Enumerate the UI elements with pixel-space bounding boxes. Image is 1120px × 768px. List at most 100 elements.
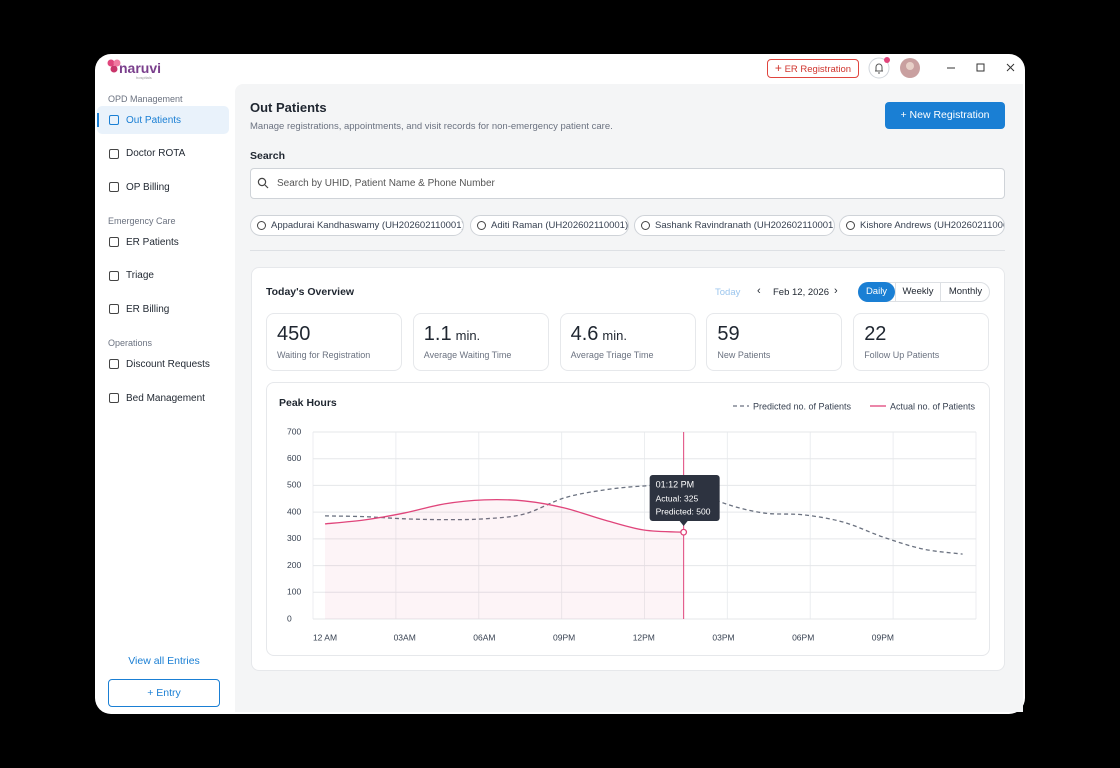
history-icon (641, 221, 650, 230)
y-tick-label: 0 (287, 613, 292, 623)
stat-label: Follow Up Patients (864, 350, 940, 360)
tooltip-actual: Actual: 325 (656, 493, 699, 503)
stat-value: 1.1 min. (424, 323, 480, 346)
history-icon (257, 221, 266, 230)
nav-label: Doctor ROTA (126, 148, 186, 160)
search-input[interactable] (250, 168, 1005, 199)
y-tick-label: 300 (287, 533, 301, 543)
stat-number: 450 (277, 323, 311, 345)
nav-icon (109, 393, 119, 403)
period-tab[interactable]: Weekly (895, 282, 940, 302)
nav-item[interactable]: ER Patients (97, 228, 229, 256)
stat-unit: min. (602, 328, 627, 343)
nav-label: ER Patients (126, 236, 179, 248)
x-tick-label: 03AM (394, 632, 416, 642)
view-all-link[interactable]: View all Entries (128, 655, 200, 667)
window-controls[interactable] (944, 60, 1018, 76)
entry-button[interactable]: + Entry (108, 679, 220, 707)
recent-chip[interactable]: Appadurai Kandhaswamy (UH202602110001) (250, 215, 464, 236)
er-registration-button[interactable]: + ER Registration (767, 59, 859, 78)
stat-value: 4.6 min. (571, 323, 627, 346)
chart-card (266, 382, 990, 656)
stat-card (559, 313, 696, 371)
stat-label: New Patients (717, 350, 771, 360)
stat-label: Waiting for Registration (277, 350, 371, 360)
divider (250, 250, 1005, 251)
series-line (324, 498, 684, 533)
search-icon (257, 177, 269, 189)
period-tab[interactable]: Monthly (940, 282, 990, 302)
stat-value: 59 (717, 323, 739, 346)
stat-number: 4.6 (570, 323, 599, 345)
search-placeholder: Search by UHID, Patient Name & Phone Num… (277, 178, 495, 189)
tooltip-predicted: Predicted: 500 (656, 506, 711, 516)
nav-item[interactable]: Discount Requests (97, 350, 229, 378)
hover-point (680, 528, 688, 536)
history-icon (846, 221, 855, 230)
x-tick-label: 12PM (633, 632, 655, 642)
overview-title: Today's Overview (266, 286, 355, 298)
history-icon (477, 221, 486, 230)
nav-icon (109, 182, 119, 193)
nav-item[interactable]: ER Billing (97, 295, 229, 323)
x-tick-label: 09PM (872, 632, 894, 642)
nav-label: Out Patients (126, 114, 182, 126)
nav-item[interactable]: Bed Management (97, 384, 229, 412)
tooltip-time: 01:12 PM (656, 479, 695, 489)
y-tick-label: 500 (287, 480, 301, 490)
x-tick-label: 09PM (553, 632, 575, 642)
series-line (324, 483, 963, 555)
period-tab[interactable]: Daily (858, 282, 895, 302)
stat-number: 59 (717, 323, 740, 345)
date-label: Feb 12, 2026 (773, 287, 829, 298)
nav-label: OP Billing (126, 181, 170, 193)
y-tick-label: 100 (287, 587, 301, 597)
tooltip-box (649, 475, 720, 521)
nav-item[interactable]: Doctor ROTA (97, 140, 229, 168)
nav-label: Bed Management (126, 392, 205, 404)
section-label: Operations (108, 338, 153, 349)
header-icons[interactable] (866, 56, 926, 82)
nav-icon (109, 115, 119, 125)
nav-icon (109, 270, 119, 281)
er-registration-label: ER Registration (784, 64, 852, 75)
legend-label: Actual no. of Patients (890, 401, 976, 411)
nav-label: Discount Requests (126, 358, 210, 370)
y-tick-label: 600 (287, 453, 301, 463)
stat-card (706, 313, 843, 371)
today-button[interactable]: Today (715, 287, 741, 298)
legend-label: Predicted no. of Patients (753, 401, 852, 411)
stat-unit: min. (455, 328, 481, 343)
chart-title: Peak Hours (279, 397, 337, 409)
y-tick-label: 200 (287, 560, 301, 570)
stat-card (266, 313, 402, 371)
new-registration-button[interactable]: + New Registration (885, 102, 1005, 129)
nav-icon (109, 304, 119, 315)
x-tick-label: 03PM (712, 632, 734, 642)
stat-value: 450 (277, 323, 310, 346)
stat-number: 1.1 (423, 323, 452, 345)
y-tick-label: 700 (287, 426, 301, 436)
stat-value: 22 (864, 323, 886, 346)
page-subtitle: Manage registrations, appointments, and … (250, 121, 613, 132)
recent-chip[interactable]: Sashank Ravindranath (UH202602110001) (634, 215, 835, 236)
recent-chip[interactable]: Aditi Raman (UH202602110001) (470, 215, 629, 236)
nav-icon (109, 237, 119, 248)
search-label: Search (250, 150, 286, 162)
y-tick-label: 400 (287, 506, 301, 516)
prev-date[interactable]: ‹ (757, 285, 761, 297)
nav-label: Triage (126, 270, 154, 282)
stat-label: Average Waiting Time (423, 350, 512, 360)
section-label: Emergency Care (108, 216, 176, 227)
x-tick-label: 06PM (792, 632, 814, 642)
nav-item[interactable]: Out Patients (97, 106, 229, 134)
section-label: OPD Management (108, 94, 183, 104)
nav-item[interactable]: Triage (97, 262, 229, 290)
nav-item[interactable]: OP Billing (97, 173, 229, 201)
nav-icon (109, 359, 119, 370)
stat-card (412, 313, 549, 371)
tooltip-arrow (679, 521, 688, 526)
next-date[interactable]: › (834, 285, 838, 297)
recent-chip[interactable]: Kishore Andrews (UH202602110001) (839, 215, 1005, 236)
stat-number: 22 (864, 323, 887, 345)
